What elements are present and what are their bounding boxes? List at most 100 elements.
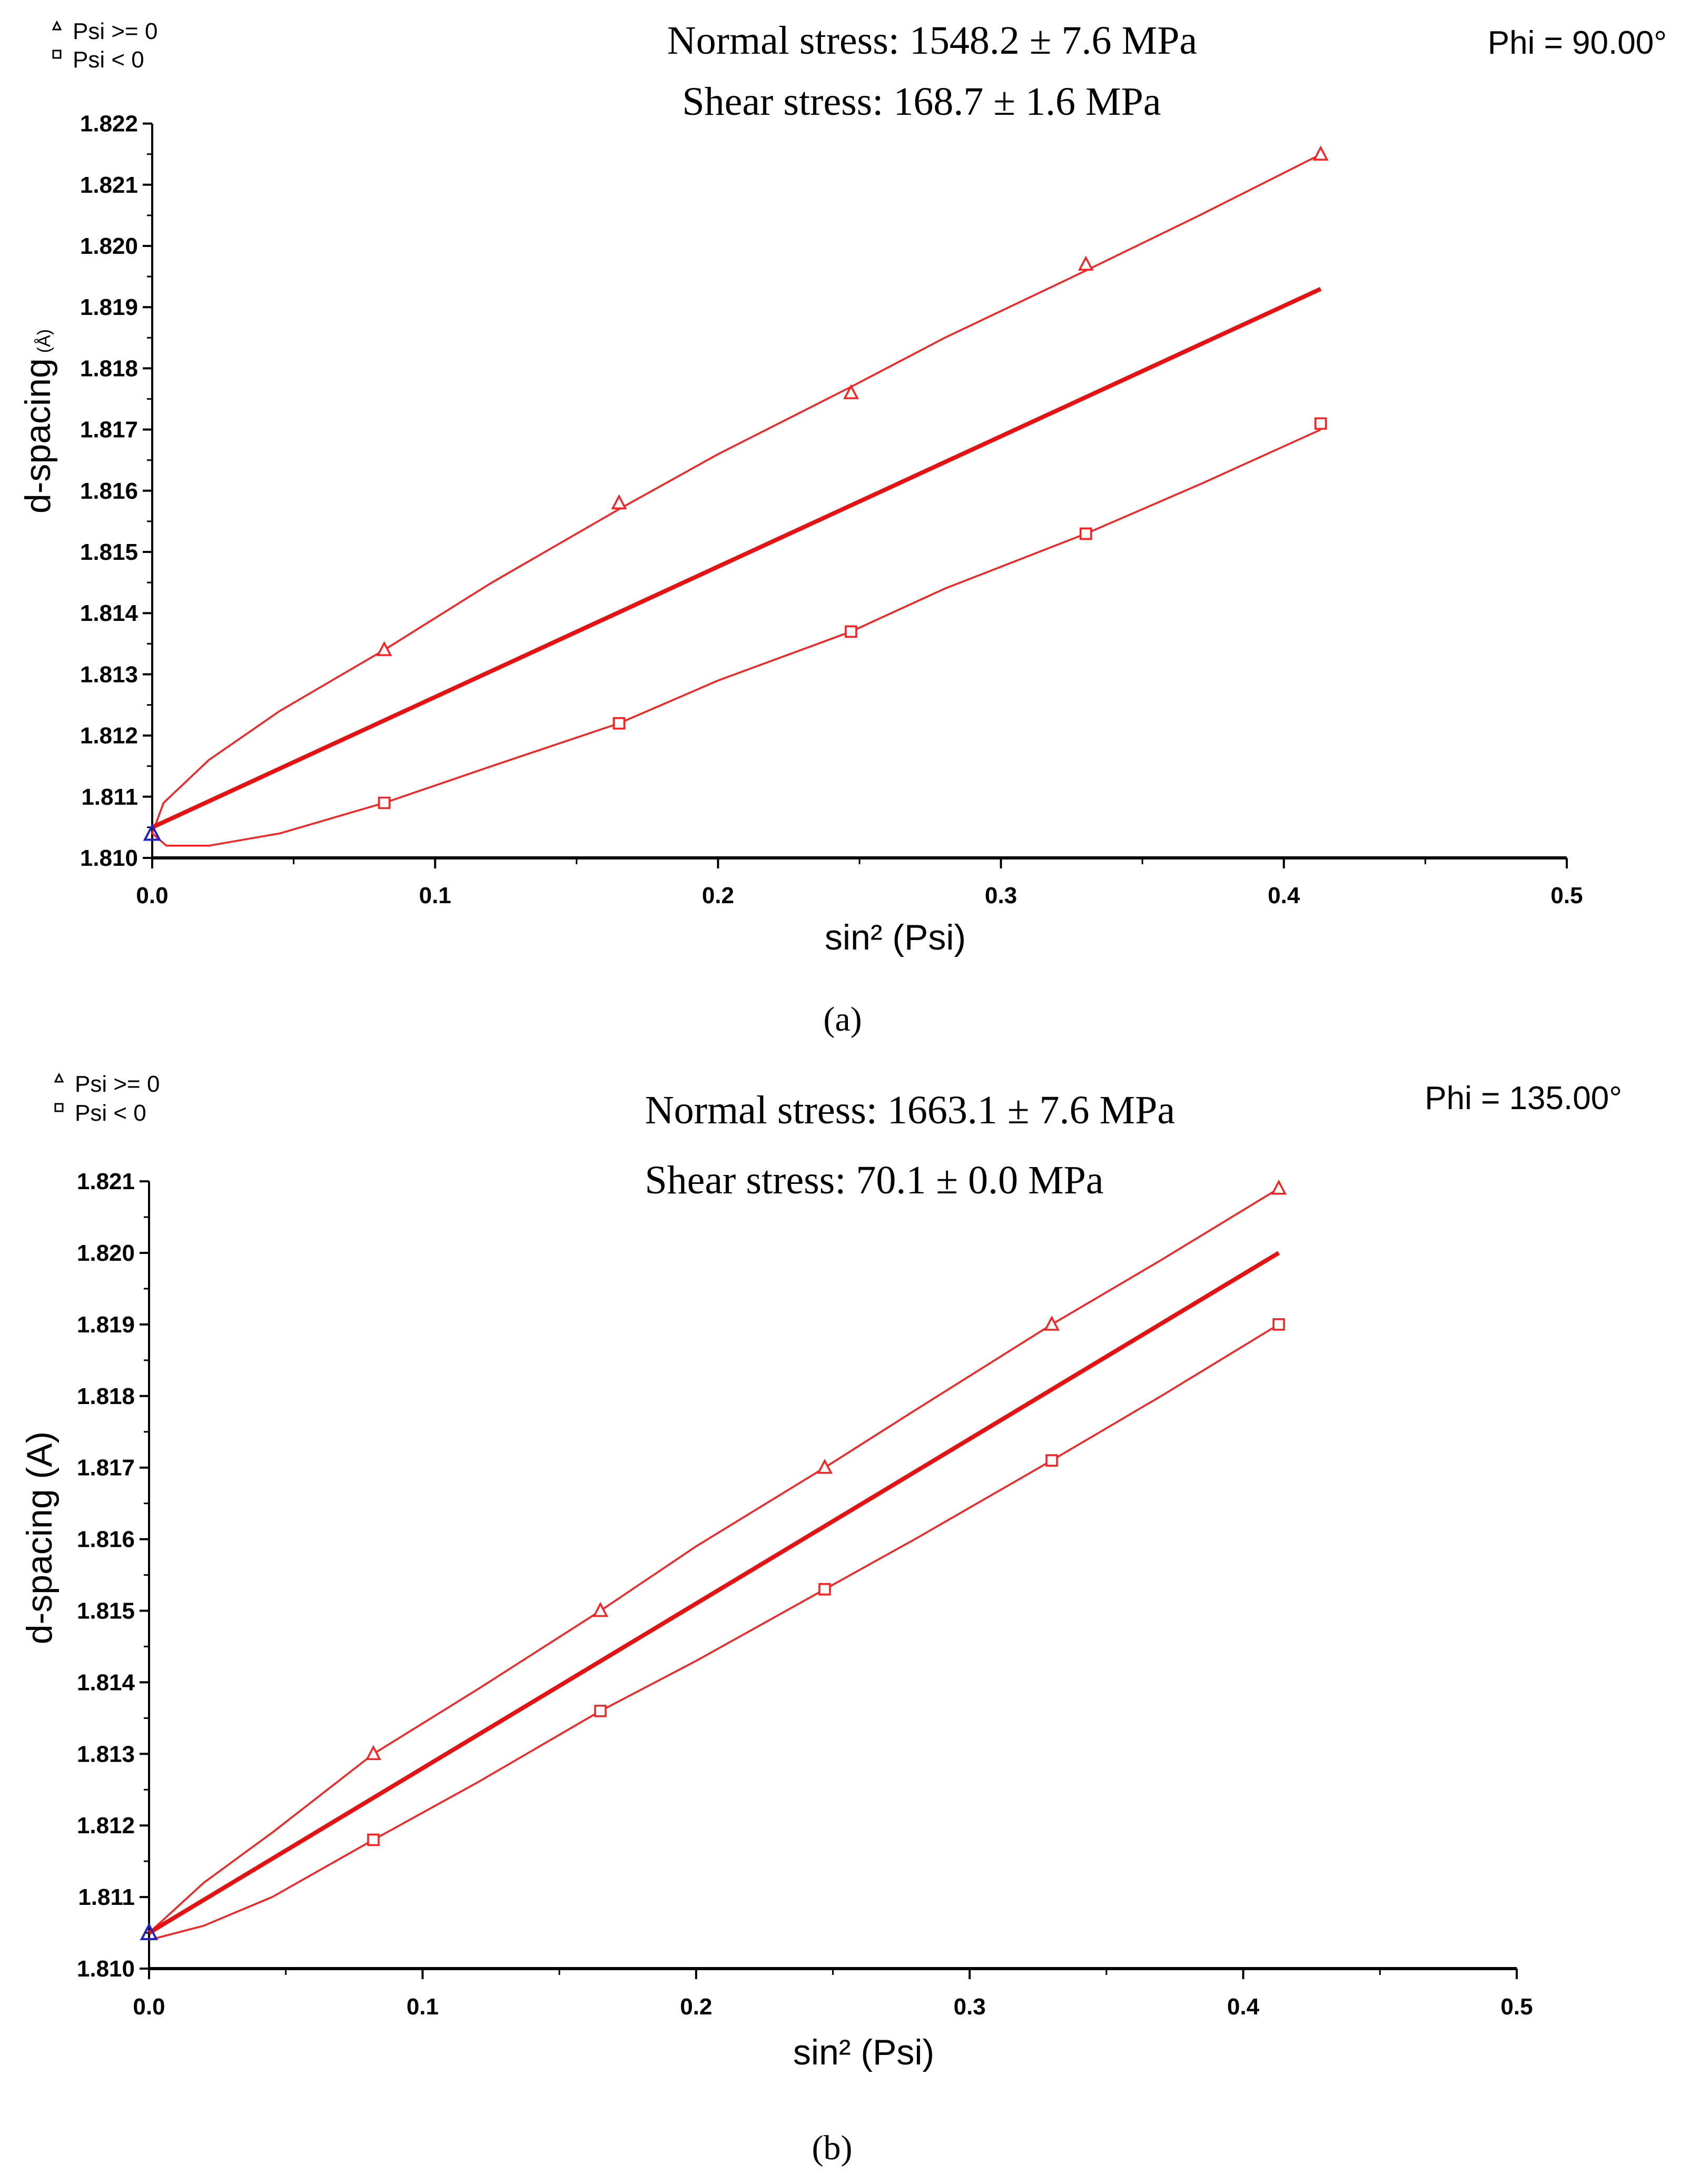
panel-label: (b) [812,2129,853,2167]
legend-square-icon [52,50,62,59]
x-tick-label: 0.3 [985,883,1017,908]
y-tick-label: 1.817 [80,417,138,443]
triangle-series [148,1179,1287,1934]
x-axis-label: sin² (Psi) [825,917,966,957]
chart-panel-a: Psi >= 0 Psi < 0 Normal stress: 1548.2 ±… [18,18,1667,1039]
x-axis-label: sin² (Psi) [793,2032,934,2072]
data-point-square [378,796,391,809]
data-point-square [1080,527,1092,540]
legend: Psi >= 0 Psi < 0 [54,1071,160,1126]
y-axis-ticks: 1.810 1.811 1.812 1.813 1.814 1.815 1.816 1.817… [77,1169,149,1982]
origin-point-triangle [143,823,162,841]
plot-area [140,1179,1287,1941]
data-point-triangle [611,494,627,509]
legend-triangle-icon [52,20,62,31]
data-point-triangle [365,1745,381,1761]
y-tick-label: 1.819 [77,1312,135,1338]
x-tick-label: 0.4 [1268,883,1300,908]
y-tick-label: 1.814 [77,1669,135,1695]
y-tick-label: 1.821 [77,1169,135,1194]
x-axis-ticks: 0.0 0.1 0.2 0.3 0.4 0.5 [136,858,1583,908]
chart-subtitle: Shear stress: 70.1 ± 0.0 MPa [645,1158,1103,1202]
data-point-square [367,1833,380,1846]
y-axis-unit: (Å) [34,329,54,353]
series-curve [148,1188,1280,1934]
x-tick-label: 0.5 [1550,883,1583,908]
y-tick-label: 1.817 [77,1455,135,1481]
regression-line [147,1251,1280,1935]
x-tick-label: 0.3 [954,1994,986,2020]
y-tick-label: 1.818 [80,355,138,381]
y-axis-ticks: 1.810 1.811 1.812 1.813 1.814 1.815 1.816 1.817… [80,111,152,871]
phi-annotation: Phi = 135.00° [1425,1080,1622,1116]
data-point-triangle [1078,255,1094,271]
fit-line [151,287,1322,829]
y-tick-label: 1.819 [80,294,138,320]
y-tick-label: 1.822 [80,111,138,137]
data-point-triangle [1271,1179,1287,1195]
y-tick-label: 1.815 [77,1598,135,1624]
square-series [149,1318,1285,1941]
y-tick-label: 1.818 [77,1383,135,1409]
chart-title: Normal stress: 1548.2 ± 7.6 MPa [667,18,1197,63]
x-tick-label: 0.2 [702,883,734,908]
x-tick-label: 0.0 [133,1994,165,2020]
y-tick-label: 1.820 [80,233,138,259]
data-point-triangle [1312,145,1329,161]
x-tick-label: 0.2 [680,1994,712,2020]
data-point-square [1272,1318,1285,1331]
x-tick-label: 0.4 [1227,1994,1260,2020]
fit-line [147,1251,1280,1935]
data-point-triangle [843,384,859,399]
y-tick-label: 1.812 [80,723,138,749]
data-point-square [818,1583,831,1596]
y-tick-label: 1.810 [77,1956,135,1982]
series-curve [151,429,1321,847]
origin-point-triangle [140,1922,159,1941]
square-series [151,417,1327,847]
legend: Psi >= 0 Psi < 0 [52,18,157,73]
legend-label: Psi < 0 [75,1100,146,1126]
y-tick-label: 1.813 [77,1741,135,1767]
chart-panel-b: Psi >= 0 Psi < 0 Normal stress: 1663.1 ±… [19,1071,1622,2167]
x-tick-label: 0.1 [407,1994,439,2020]
x-tick-label: 0.5 [1500,1994,1533,2020]
y-axis-label: d-spacing (Å) [18,329,58,513]
y-tick-label: 1.820 [77,1240,135,1266]
chart-subtitle: Shear stress: 168.7 ± 1.6 MPa [682,80,1161,124]
y-tick-label: 1.815 [80,539,138,565]
y-tick-label: 1.813 [80,661,138,687]
data-point-square [1314,417,1327,430]
y-axis-label: d-spacing (A) [19,1431,60,1644]
x-axis-ticks: 0.0 0.1 0.2 0.3 0.4 0.5 [133,1969,1533,2020]
y-tick-label: 1.821 [80,172,138,198]
data-point-triangle [1044,1316,1060,1331]
legend-label: Psi < 0 [73,47,144,73]
plot-area [143,145,1329,847]
y-tick-label: 1.811 [78,1884,135,1910]
panel-label: (a) [823,1000,862,1039]
data-point-square [845,625,857,638]
y-tick-label: 1.812 [77,1813,135,1839]
x-tick-label: 0.0 [136,883,168,908]
data-point-square [612,717,626,730]
legend-triangle-icon [54,1072,64,1083]
y-tick-label: 1.816 [80,478,138,504]
legend-label: Psi >= 0 [73,18,157,44]
y-tick-label: 1.811 [81,784,138,810]
chart-title: Normal stress: 1663.1 ± 7.6 MPa [645,1088,1175,1132]
triangle-series [151,145,1329,834]
series-curve [149,1323,1280,1941]
y-tick-label: 1.814 [80,600,139,626]
phi-annotation: Phi = 90.00° [1488,25,1667,61]
data-point-triangle [376,641,392,656]
data-point-square [594,1704,607,1717]
y-tick-label: 1.810 [80,845,138,871]
y-tick-label: 1.816 [77,1527,135,1553]
y-axis-label-text: d-spacing [18,358,58,513]
data-point-triangle [592,1602,608,1617]
x-tick-label: 0.1 [419,883,451,908]
legend-square-icon [54,1103,64,1112]
legend-label: Psi >= 0 [75,1071,160,1097]
